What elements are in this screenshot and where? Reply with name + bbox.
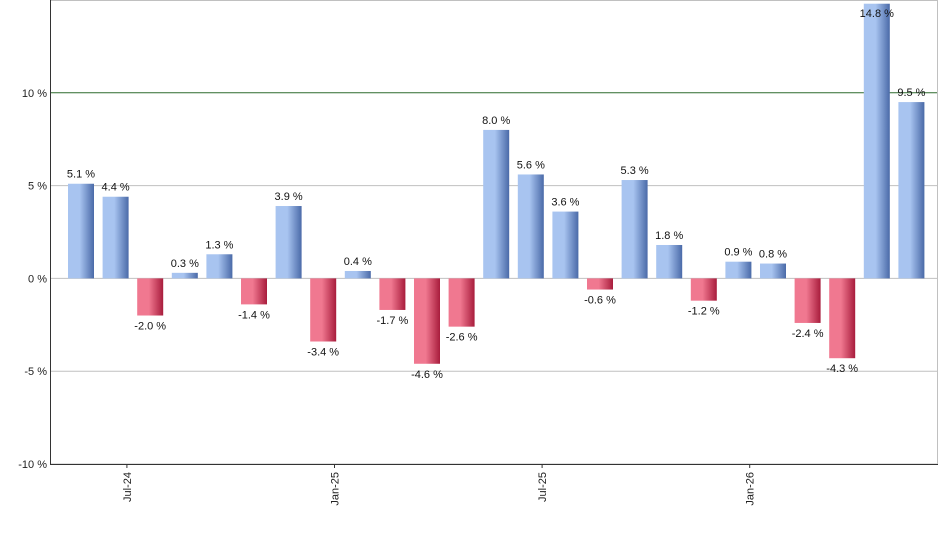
data-label: -4.3 % (826, 363, 858, 375)
x-tick-label: Jul-24 (122, 472, 134, 502)
bar-positive (863, 3, 890, 279)
bar-positive (483, 129, 510, 279)
bar-negative (241, 278, 267, 305)
data-label: 0.9 % (724, 247, 752, 259)
bar-positive (621, 180, 648, 279)
data-label: 5.1 % (67, 169, 95, 181)
data-label: 0.4 % (344, 256, 372, 268)
bar-positive (725, 261, 752, 279)
y-tick-label: 0 % (28, 273, 47, 285)
data-label: -3.4 % (307, 347, 339, 359)
data-label: -0.6 % (584, 295, 616, 307)
bar-negative (137, 278, 164, 316)
bar-negative (379, 278, 406, 310)
axis-layer: -10 % -5 % 0 % 5 % 10 % Jul-24 Jan-25 Jul-25 Jan… (18, 0, 938, 506)
bar-positive (171, 272, 198, 279)
data-label: 0.8 % (759, 249, 787, 261)
y-tick-label: 10 % (22, 88, 47, 100)
x-tick-label: Jan-25 (330, 472, 342, 506)
x-tick-label: Jul-25 (537, 472, 549, 502)
bar-positive (68, 183, 94, 279)
bar-positive (760, 263, 786, 279)
bar-positive (344, 270, 371, 279)
data-labels-layer: 5.1 % 4.4 % -2.0 % 0.3 % 1.3 % -1.4 % 3.9 % -3.… (67, 8, 926, 381)
data-label: 14.8 % (860, 8, 894, 20)
data-label: -2.4 % (792, 328, 824, 340)
bar-negative (310, 278, 337, 342)
bar-negative (587, 278, 613, 290)
data-label: 3.9 % (275, 191, 303, 203)
bar-negative (414, 278, 440, 364)
y-tick-label: 5 % (28, 181, 47, 193)
y-tick-label: -5 % (24, 366, 47, 378)
data-label: 3.6 % (551, 197, 579, 209)
bar-positive (656, 244, 683, 279)
data-label: -4.6 % (411, 369, 443, 381)
data-label: -2.0 % (134, 321, 166, 333)
data-label: -2.6 % (446, 332, 478, 344)
bar-negative (829, 278, 856, 359)
bar-positive (275, 206, 302, 279)
bar-positive (517, 174, 544, 279)
bar-positive (102, 196, 129, 279)
y-tick-label: -10 % (18, 459, 47, 471)
data-label: 8.0 % (482, 115, 510, 127)
data-label: 1.3 % (205, 239, 233, 251)
data-label: 0.3 % (171, 258, 199, 270)
data-label: -1.2 % (688, 306, 720, 318)
data-label: 4.4 % (102, 182, 130, 194)
data-label: -1.7 % (377, 315, 409, 327)
bar-positive (552, 211, 579, 279)
bar-negative (448, 278, 475, 327)
bar-positive (898, 102, 925, 279)
bar-positive (206, 254, 233, 279)
bars-layer (68, 3, 925, 364)
x-tick-label: Jan-26 (745, 472, 757, 506)
data-label: 1.8 % (655, 230, 683, 242)
data-label: -1.4 % (238, 309, 270, 321)
bar-negative (690, 278, 717, 301)
data-label: 5.6 % (517, 159, 545, 171)
data-label: 5.3 % (621, 165, 649, 177)
bar-negative (794, 278, 821, 323)
data-label: 9.5 % (897, 87, 925, 99)
